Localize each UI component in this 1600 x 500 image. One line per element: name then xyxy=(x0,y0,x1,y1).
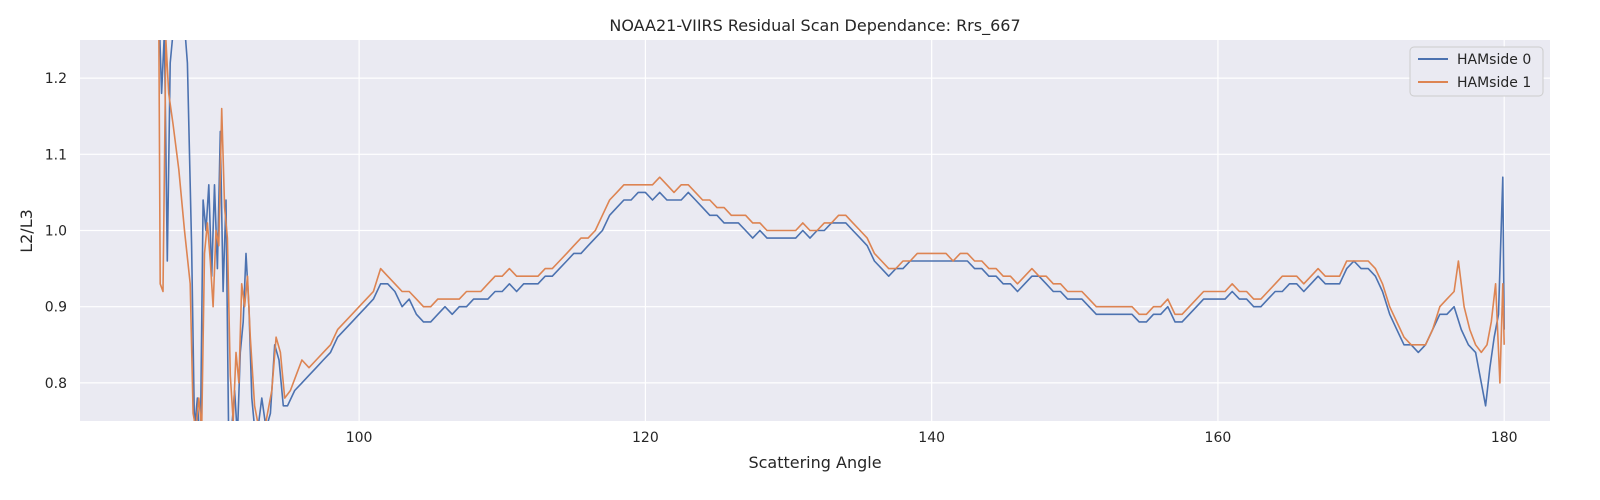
x-tick-label: 140 xyxy=(918,430,945,446)
y-tick-labels: 0.8 0.9 1.0 1.1 1.2 xyxy=(45,71,67,392)
y-tick-label: 0.9 xyxy=(45,300,67,316)
legend: HAMside 0 HAMside 1 xyxy=(1409,46,1544,97)
series-line-hamside-1 xyxy=(158,40,1505,421)
legend-label-hamside-0: HAMside 0 xyxy=(1457,52,1531,68)
legend-label-hamside-1: HAMside 1 xyxy=(1457,75,1531,91)
y-tick-label: 1.2 xyxy=(45,71,67,87)
x-tick-label: 100 xyxy=(346,430,373,446)
chart-title: NOAA21-VIIRS Residual Scan Dependance: R… xyxy=(609,16,1020,36)
x-axis-label: Scattering Angle xyxy=(748,453,881,472)
series-lines xyxy=(158,40,1505,421)
grid-lines xyxy=(80,40,1550,421)
x-tick-label: 120 xyxy=(632,430,659,446)
x-tick-labels: 100 120 140 160 180 xyxy=(346,430,1518,446)
y-tick-label: 1.0 xyxy=(45,224,67,240)
x-tick-label: 180 xyxy=(1491,430,1518,446)
x-tick-label: 160 xyxy=(1205,430,1232,446)
y-tick-label: 1.1 xyxy=(45,147,67,163)
y-tick-label: 0.8 xyxy=(45,376,67,392)
y-axis-label: L2/L3 xyxy=(17,209,36,253)
